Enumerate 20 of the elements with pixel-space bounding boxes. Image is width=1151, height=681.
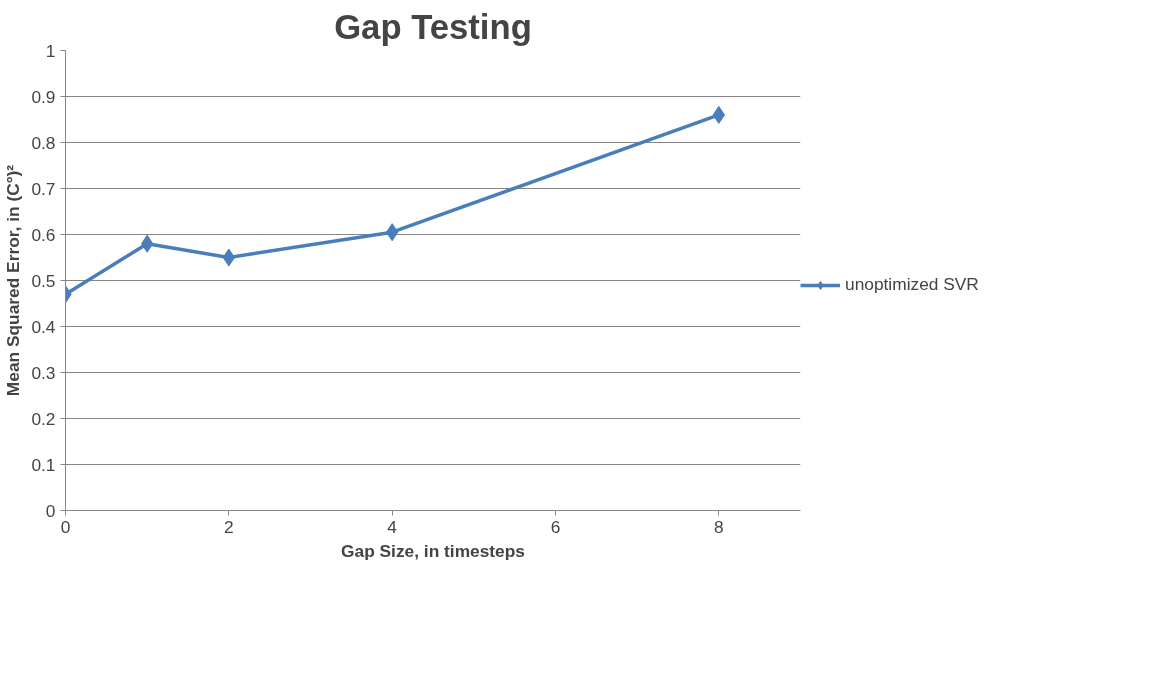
legend-label: unoptimized SVR [845,274,979,295]
chart-title: Gap Testing [334,7,532,46]
y-tick-label: 0.7 [31,178,56,199]
y-tick-label: 0.5 [31,270,56,291]
y-tick-label: 0.4 [31,316,56,337]
y-tick-label: 0.6 [31,224,56,245]
x-tick-label: 6 [550,516,561,537]
y-tick-label: 0.8 [31,132,56,153]
x-tick-label: 0 [60,516,71,537]
y-tick-label: 0.9 [31,86,56,107]
y-tick-label: 1 [45,40,56,61]
x-tick-label: 8 [714,516,724,537]
y-tick-label: 0 [45,500,56,521]
x-tick-label: 4 [387,516,398,537]
y-tick-label: 0.1 [31,454,56,475]
y-axis-title: Mean Squared Error, in (C°)² [3,164,24,397]
y-tick-label: 0.2 [31,408,56,429]
y-tick-label: 0.3 [31,362,56,383]
x-axis-title: Gap Size, in timesteps [341,540,525,561]
x-tick-label: 2 [224,516,234,537]
